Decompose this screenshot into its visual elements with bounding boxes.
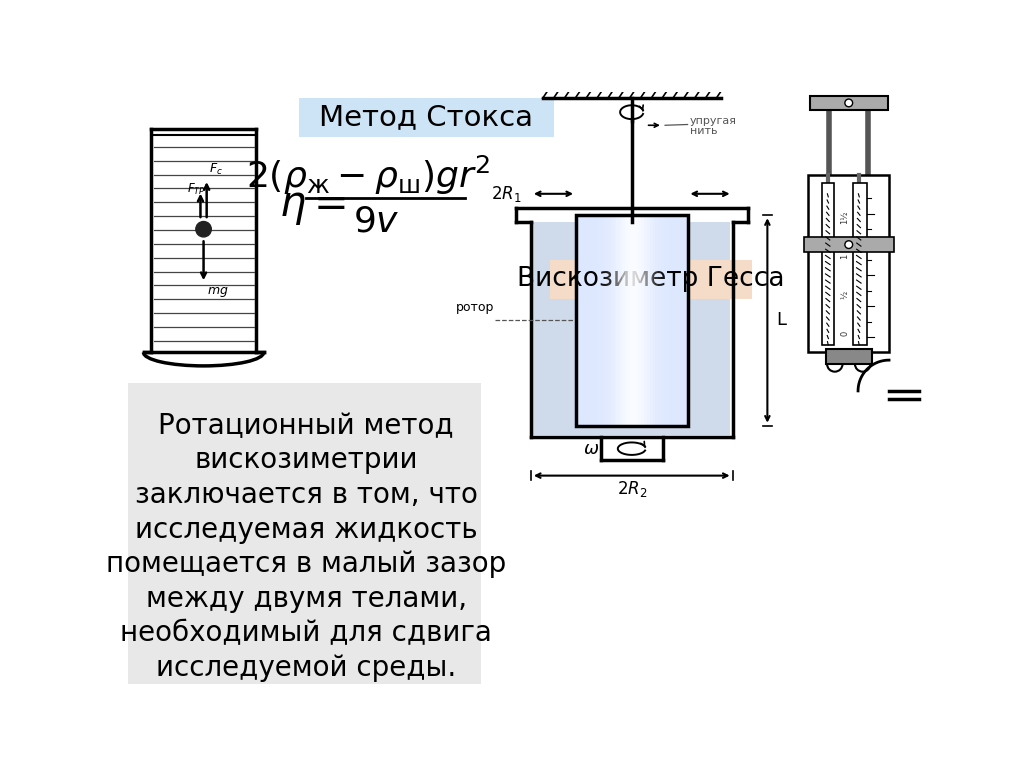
Bar: [683, 215, 686, 425]
Text: помещается в малый зазор: помещается в малый зазор: [106, 550, 507, 578]
Text: 0: 0: [841, 330, 849, 336]
Bar: [128, 383, 480, 684]
Text: нить: нить: [690, 126, 718, 136]
Bar: [686, 215, 689, 425]
Bar: [575, 215, 687, 425]
Bar: [667, 215, 670, 425]
Circle shape: [845, 241, 853, 249]
Text: $9v$: $9v$: [352, 204, 399, 239]
Bar: [810, 96, 888, 110]
Bar: [821, 183, 834, 345]
Text: 1: 1: [841, 253, 849, 259]
Circle shape: [196, 221, 211, 237]
Bar: [641, 215, 644, 425]
Bar: [809, 175, 889, 353]
Bar: [620, 215, 622, 425]
Bar: [628, 215, 631, 425]
Text: $2R_2$: $2R_2$: [616, 479, 647, 499]
Bar: [658, 215, 660, 425]
Bar: [660, 215, 664, 425]
Text: исследуемая жидкость: исследуемая жидкость: [135, 515, 477, 544]
Bar: [633, 215, 636, 425]
Bar: [616, 215, 620, 425]
Text: ½: ½: [841, 290, 849, 299]
Text: между двумя телами,: между двумя телами,: [145, 584, 467, 613]
Text: $F_{TP}$: $F_{TP}$: [186, 182, 205, 197]
Bar: [639, 215, 641, 425]
Bar: [825, 349, 872, 364]
Bar: [589, 215, 592, 425]
Text: заключается в том, что: заключается в том, что: [135, 481, 477, 509]
Bar: [597, 215, 600, 425]
Text: Вискозиметр Гесса: Вискозиметр Гесса: [517, 266, 784, 293]
Text: упругая: упругая: [690, 117, 737, 127]
Bar: [575, 215, 687, 425]
Text: вискозиметрии: вискозиметрии: [195, 446, 418, 474]
Text: ротор: ротор: [456, 301, 494, 314]
Bar: [644, 215, 647, 425]
Bar: [672, 215, 675, 425]
Bar: [578, 215, 581, 425]
Text: $2(\rho_{\mathsf{ж}}-\rho_{\mathsf{ш}})gr^2$: $2(\rho_{\mathsf{ж}}-\rho_{\mathsf{ш}})g…: [246, 154, 490, 197]
Bar: [655, 215, 658, 425]
Bar: [675, 215, 678, 425]
Bar: [534, 221, 730, 435]
Circle shape: [845, 99, 853, 107]
Text: L: L: [776, 312, 786, 329]
Bar: [600, 215, 602, 425]
Text: 1½: 1½: [841, 211, 849, 224]
Bar: [592, 215, 594, 425]
Text: необходимый для сдвига: необходимый для сдвига: [120, 620, 493, 647]
Bar: [550, 260, 752, 299]
Bar: [650, 215, 652, 425]
Bar: [581, 215, 583, 425]
Text: Ротационный метод: Ротационный метод: [159, 412, 454, 439]
Bar: [586, 215, 589, 425]
Bar: [611, 215, 613, 425]
Bar: [622, 215, 625, 425]
Bar: [594, 215, 597, 425]
Bar: [608, 215, 611, 425]
Text: $\eta=$: $\eta=$: [280, 185, 346, 227]
Text: $\omega$: $\omega$: [584, 439, 600, 458]
Text: $2R_1$: $2R_1$: [492, 184, 521, 204]
Bar: [625, 215, 628, 425]
Bar: [583, 215, 586, 425]
Bar: [631, 215, 633, 425]
Text: $F_c$: $F_c$: [209, 162, 223, 177]
Bar: [647, 215, 650, 425]
Text: 6543210: 6543210: [857, 248, 862, 280]
Text: Метод Стокса: Метод Стокса: [319, 104, 534, 131]
Bar: [652, 215, 655, 425]
Bar: [299, 98, 554, 137]
Bar: [853, 183, 866, 345]
Bar: [602, 215, 605, 425]
Bar: [678, 215, 680, 425]
Text: $mg$: $mg$: [207, 285, 228, 299]
Bar: [605, 215, 608, 425]
Bar: [636, 215, 639, 425]
Bar: [680, 215, 683, 425]
Text: исследуемой среды.: исследуемой среды.: [156, 654, 457, 682]
Bar: [664, 215, 667, 425]
Bar: [613, 215, 616, 425]
Bar: [804, 237, 894, 253]
Bar: [670, 215, 672, 425]
